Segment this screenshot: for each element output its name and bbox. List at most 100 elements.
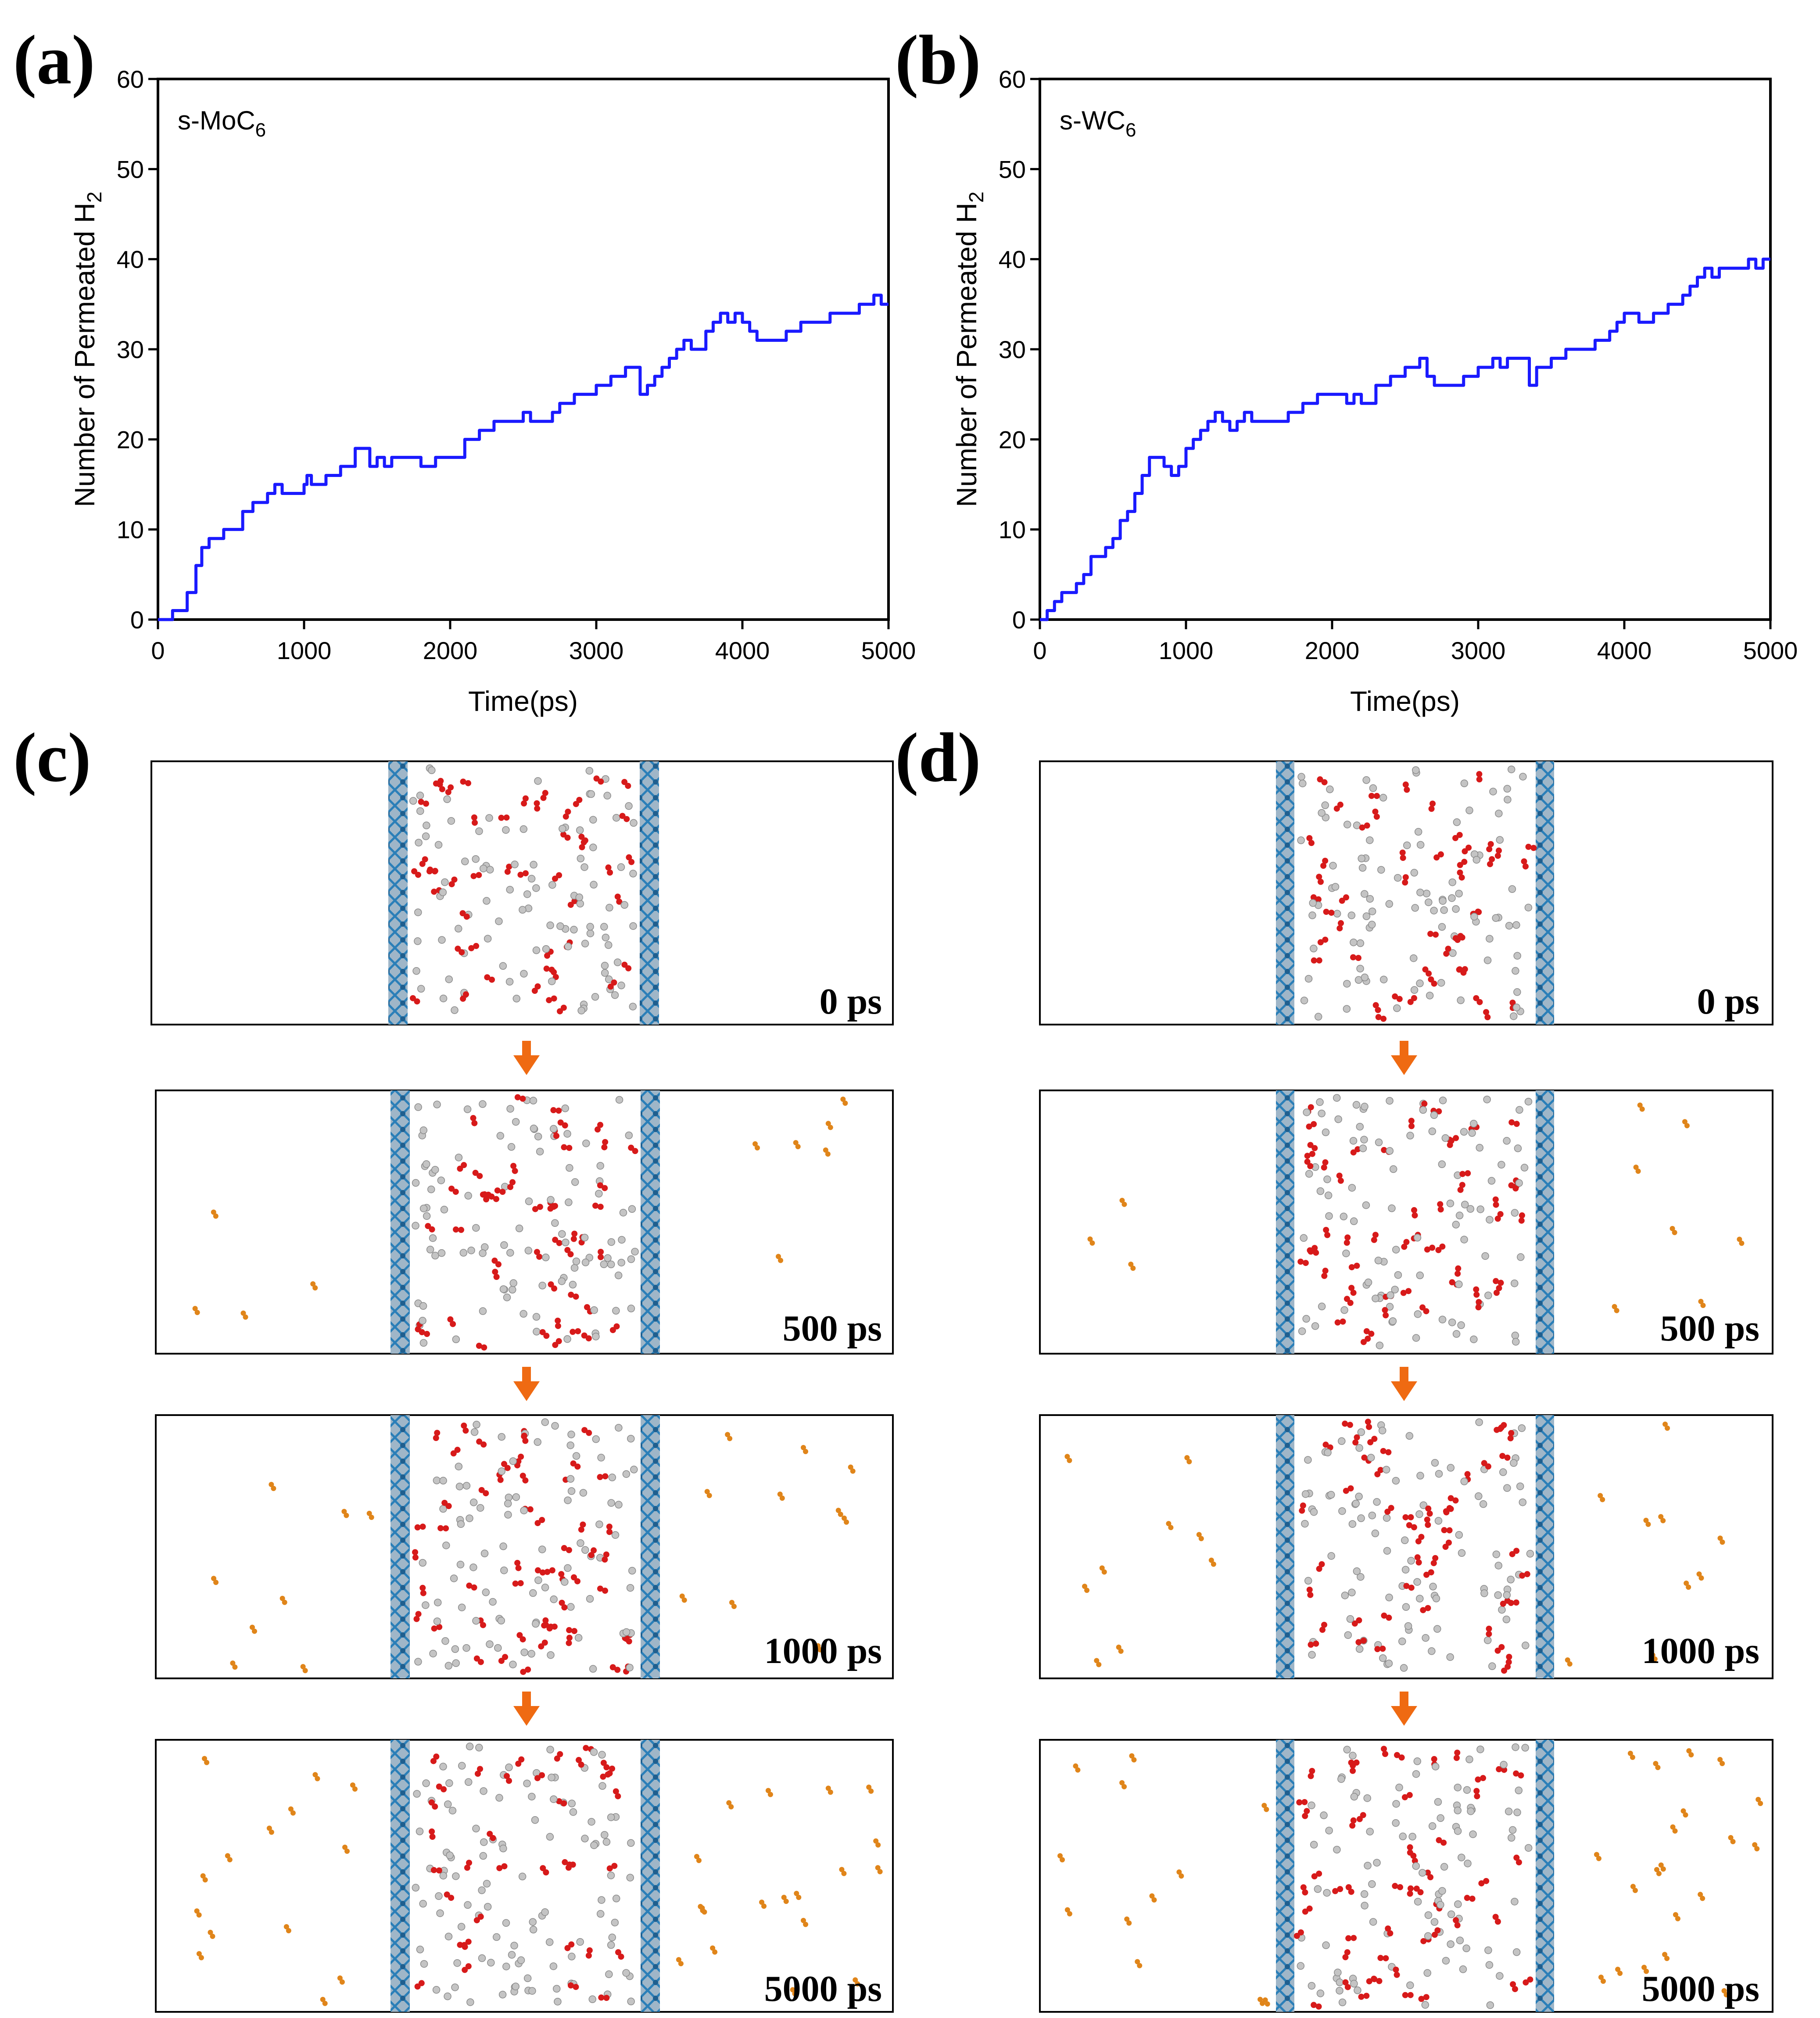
methane-molecule xyxy=(1440,906,1448,914)
co2-molecule xyxy=(578,833,585,840)
co2-molecule xyxy=(1354,1262,1360,1269)
h2-molecule xyxy=(1265,2001,1270,2007)
methane-molecule xyxy=(1311,1322,1319,1330)
methane-molecule xyxy=(517,1956,525,1964)
co2-molecule xyxy=(561,1800,567,1807)
methane-molecule xyxy=(561,1578,569,1586)
h2-molecule xyxy=(1686,1748,1692,1754)
methane-molecule xyxy=(1429,1583,1437,1591)
methane-molecule xyxy=(534,777,542,785)
h2-molecule xyxy=(794,1891,799,1896)
methane-molecule xyxy=(1364,1278,1372,1287)
methane-molecule xyxy=(497,1617,505,1625)
y-tick-label: 50 xyxy=(117,155,144,183)
methane-molecule xyxy=(1393,1004,1401,1012)
methane-molecule xyxy=(509,1457,517,1465)
co2-molecule xyxy=(1418,1996,1425,2002)
co2-molecule xyxy=(1334,1319,1341,1326)
methane-molecule xyxy=(479,1307,487,1315)
methane-molecule xyxy=(466,1998,474,2006)
co2-molecule xyxy=(581,1332,588,1339)
methane-molecule xyxy=(419,1302,427,1310)
h2-molecule xyxy=(1700,1896,1705,1901)
co2-molecule xyxy=(1461,859,1468,865)
methane-molecule xyxy=(1524,903,1533,912)
h2-molecule xyxy=(315,1776,320,1781)
methane-molecule xyxy=(1350,938,1358,946)
methane-molecule xyxy=(1457,996,1465,1004)
co2-molecule xyxy=(1428,806,1435,812)
methane-molecule xyxy=(1382,1466,1390,1474)
methane-molecule xyxy=(1329,862,1337,870)
co2-molecule xyxy=(609,1327,616,1333)
co2-molecule xyxy=(1436,1837,1442,1843)
h2-molecule xyxy=(1680,1808,1686,1814)
methane-molecule xyxy=(1505,1807,1513,1816)
co2-molecule xyxy=(543,965,550,972)
h2-molecule xyxy=(1057,1853,1063,1859)
h2-molecule xyxy=(1683,1812,1688,1818)
methane-molecule xyxy=(563,1130,571,1138)
co2-molecule xyxy=(1512,1986,1518,1993)
co2-molecule xyxy=(615,1949,621,1956)
co2-molecule xyxy=(1316,1871,1322,1877)
methane-molecule xyxy=(1316,1098,1324,1106)
methane-molecule xyxy=(550,1795,558,1803)
methane-molecule xyxy=(601,961,609,970)
methane-molecule xyxy=(549,1962,558,1970)
co2-molecule xyxy=(474,1771,481,1777)
co2-molecule xyxy=(571,1574,577,1581)
methane-molecule xyxy=(480,1838,488,1846)
h2-molecule xyxy=(835,1508,841,1513)
co2-molecule xyxy=(424,1331,430,1337)
methane-molecule xyxy=(485,814,493,822)
methane-molecule xyxy=(1347,911,1356,919)
methane-molecule xyxy=(1428,1822,1437,1830)
methane-molecule xyxy=(1458,1853,1465,1861)
methane-molecule xyxy=(612,1307,620,1315)
co2-molecule xyxy=(575,1328,581,1334)
methane-molecule xyxy=(1524,1844,1533,1852)
co2-molecule xyxy=(1402,1514,1409,1520)
co2-molecule xyxy=(1513,1770,1519,1777)
co2-molecule xyxy=(420,1590,426,1596)
methane-molecule xyxy=(519,825,528,833)
co2-molecule xyxy=(555,1317,561,1324)
methane-molecule xyxy=(1438,923,1446,931)
co2-molecule xyxy=(597,1204,604,1210)
methane-molecule xyxy=(1460,1236,1468,1244)
h2-molecule xyxy=(1137,1963,1143,1968)
snapshot-d-1000ps: 1000 ps xyxy=(1039,1414,1773,1679)
co2-molecule xyxy=(1423,1308,1429,1315)
co2-molecule xyxy=(1324,1232,1331,1238)
co2-molecule xyxy=(606,1770,613,1777)
methane-molecule xyxy=(442,1541,450,1549)
co2-molecule xyxy=(1469,1896,1476,1902)
methane-molecule xyxy=(499,1542,507,1550)
co2-molecule xyxy=(1430,1560,1437,1566)
co2-molecule xyxy=(543,1869,549,1876)
co2-molecule xyxy=(1337,1886,1344,1893)
h2-molecule xyxy=(1099,1565,1105,1571)
h2-molecule xyxy=(1261,1803,1267,1808)
methane-molecule xyxy=(1521,1642,1530,1649)
co2-molecule xyxy=(1455,1265,1462,1272)
co2-molecule xyxy=(613,1323,620,1330)
methane-molecule xyxy=(502,1919,510,1927)
y-tick-label: 20 xyxy=(117,426,144,453)
co2-molecule xyxy=(447,1316,454,1323)
co2-molecule xyxy=(1304,1153,1311,1159)
methane-molecule xyxy=(591,993,599,1001)
methane-molecule xyxy=(1466,1205,1475,1213)
methane-molecule xyxy=(1419,1106,1427,1114)
co2-molecule xyxy=(1318,1561,1325,1567)
methane-molecule xyxy=(445,975,453,983)
co2-molecule xyxy=(1313,1640,1319,1647)
chart-title-b: s-WC6 xyxy=(1060,106,1136,141)
co2-molecule xyxy=(419,1584,426,1591)
co2-molecule xyxy=(1513,1854,1520,1861)
methane-molecule xyxy=(1465,1755,1473,1764)
co2-molecule xyxy=(1476,1299,1482,1305)
methane-molecule xyxy=(510,1942,518,1950)
co2-molecule xyxy=(419,860,426,867)
